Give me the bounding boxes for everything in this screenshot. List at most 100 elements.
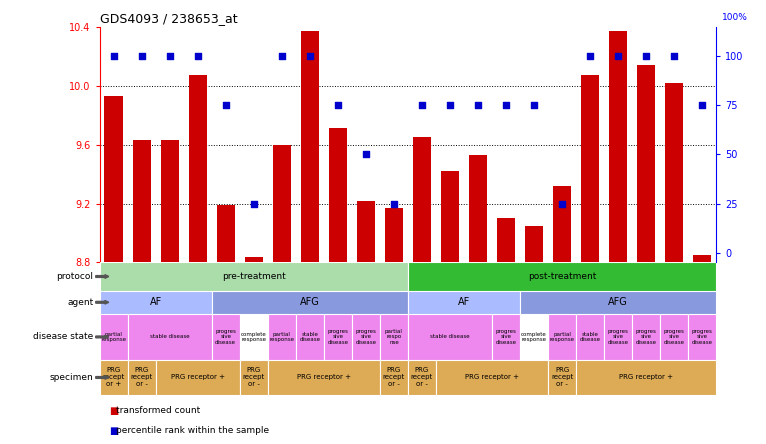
Bar (244, 257, 263, 262)
Bar (211, 314, 240, 360)
Text: complete
response: complete response (241, 332, 267, 342)
Text: percentile rank within the sample: percentile rank within the sample (116, 426, 270, 435)
Text: PRG
recept
or +: PRG recept or + (103, 368, 125, 388)
Text: disease state: disease state (33, 333, 93, 341)
Bar (155, 360, 240, 395)
Point (528, 102, 540, 109)
Point (416, 102, 428, 109)
Text: partial
response: partial response (270, 332, 294, 342)
Bar (133, 140, 151, 262)
Point (696, 102, 709, 109)
Bar (268, 314, 296, 360)
Text: progres
sive
disease: progres sive disease (692, 329, 712, 345)
Text: AF: AF (458, 297, 470, 307)
Text: progres
sive
disease: progres sive disease (327, 329, 349, 345)
Text: partial
response: partial response (101, 332, 126, 342)
Text: stable
disease: stable disease (300, 332, 320, 342)
Bar (100, 360, 128, 395)
Text: AFG: AFG (300, 297, 319, 307)
Text: AF: AF (149, 297, 162, 307)
Point (612, 52, 624, 59)
Bar (576, 314, 604, 360)
Point (220, 102, 232, 109)
Text: ■: ■ (109, 426, 118, 436)
Bar (688, 314, 716, 360)
Bar (637, 65, 655, 262)
Point (192, 52, 204, 59)
Text: stable disease: stable disease (150, 334, 189, 339)
Text: PRG
recept
or -: PRG recept or - (551, 368, 573, 388)
Point (640, 52, 653, 59)
Bar (240, 314, 268, 360)
Text: post-treatment: post-treatment (528, 272, 596, 281)
Bar (357, 201, 375, 262)
Bar (548, 314, 576, 360)
Text: PRG
recept
or -: PRG recept or - (243, 368, 265, 388)
Bar (693, 255, 712, 262)
Bar (380, 360, 408, 395)
Bar (553, 186, 571, 262)
Bar (161, 140, 178, 262)
Bar (100, 314, 128, 360)
Bar (188, 75, 207, 262)
Text: transformed count: transformed count (116, 406, 201, 415)
Text: progres
sive
disease: progres sive disease (496, 329, 516, 345)
Bar (548, 360, 576, 395)
Bar (240, 360, 268, 395)
Text: ■: ■ (109, 406, 118, 416)
Point (276, 52, 288, 59)
Bar (100, 262, 408, 290)
Point (332, 102, 344, 109)
Bar (520, 290, 716, 314)
Text: progres
sive
disease: progres sive disease (607, 329, 629, 345)
Bar (296, 314, 324, 360)
Point (556, 200, 568, 207)
Bar (385, 208, 403, 262)
Text: PRG receptor +: PRG receptor + (619, 374, 673, 381)
Bar (660, 314, 688, 360)
Text: PRG
recept
or -: PRG recept or - (130, 368, 152, 388)
Text: PRG
recept
or -: PRG recept or - (383, 368, 405, 388)
Bar (665, 83, 683, 262)
Bar (436, 360, 548, 395)
Text: partial
response: partial response (549, 332, 574, 342)
Bar (408, 290, 520, 314)
Text: agent: agent (67, 298, 93, 307)
Bar (609, 31, 627, 262)
Point (388, 200, 400, 207)
Bar (581, 75, 599, 262)
Bar (525, 226, 543, 262)
Point (303, 52, 316, 59)
Bar (492, 314, 520, 360)
Bar (104, 96, 123, 262)
Bar (440, 171, 459, 262)
Bar (408, 262, 716, 290)
Point (136, 52, 148, 59)
Point (247, 200, 260, 207)
Bar (413, 137, 431, 262)
Text: PRG receptor +: PRG receptor + (465, 374, 519, 381)
Text: progres
sive
disease: progres sive disease (663, 329, 685, 345)
Bar (217, 205, 235, 262)
Point (584, 52, 596, 59)
Bar (273, 145, 291, 262)
Bar (632, 314, 660, 360)
Text: progres
sive
disease: progres sive disease (636, 329, 656, 345)
Text: progres
sive
disease: progres sive disease (215, 329, 236, 345)
Point (668, 52, 680, 59)
Bar (301, 31, 319, 262)
Bar (576, 360, 716, 395)
Point (360, 151, 372, 158)
Text: AFG: AFG (608, 297, 628, 307)
Bar (380, 314, 408, 360)
Bar (211, 290, 408, 314)
Text: GDS4093 / 238653_at: GDS4093 / 238653_at (100, 12, 237, 25)
Bar (128, 360, 155, 395)
Bar (604, 314, 632, 360)
Point (107, 52, 119, 59)
Bar (329, 128, 347, 262)
Text: complete
response: complete response (521, 332, 547, 342)
Bar (520, 314, 548, 360)
Text: specimen: specimen (50, 373, 93, 382)
Bar (469, 155, 487, 262)
